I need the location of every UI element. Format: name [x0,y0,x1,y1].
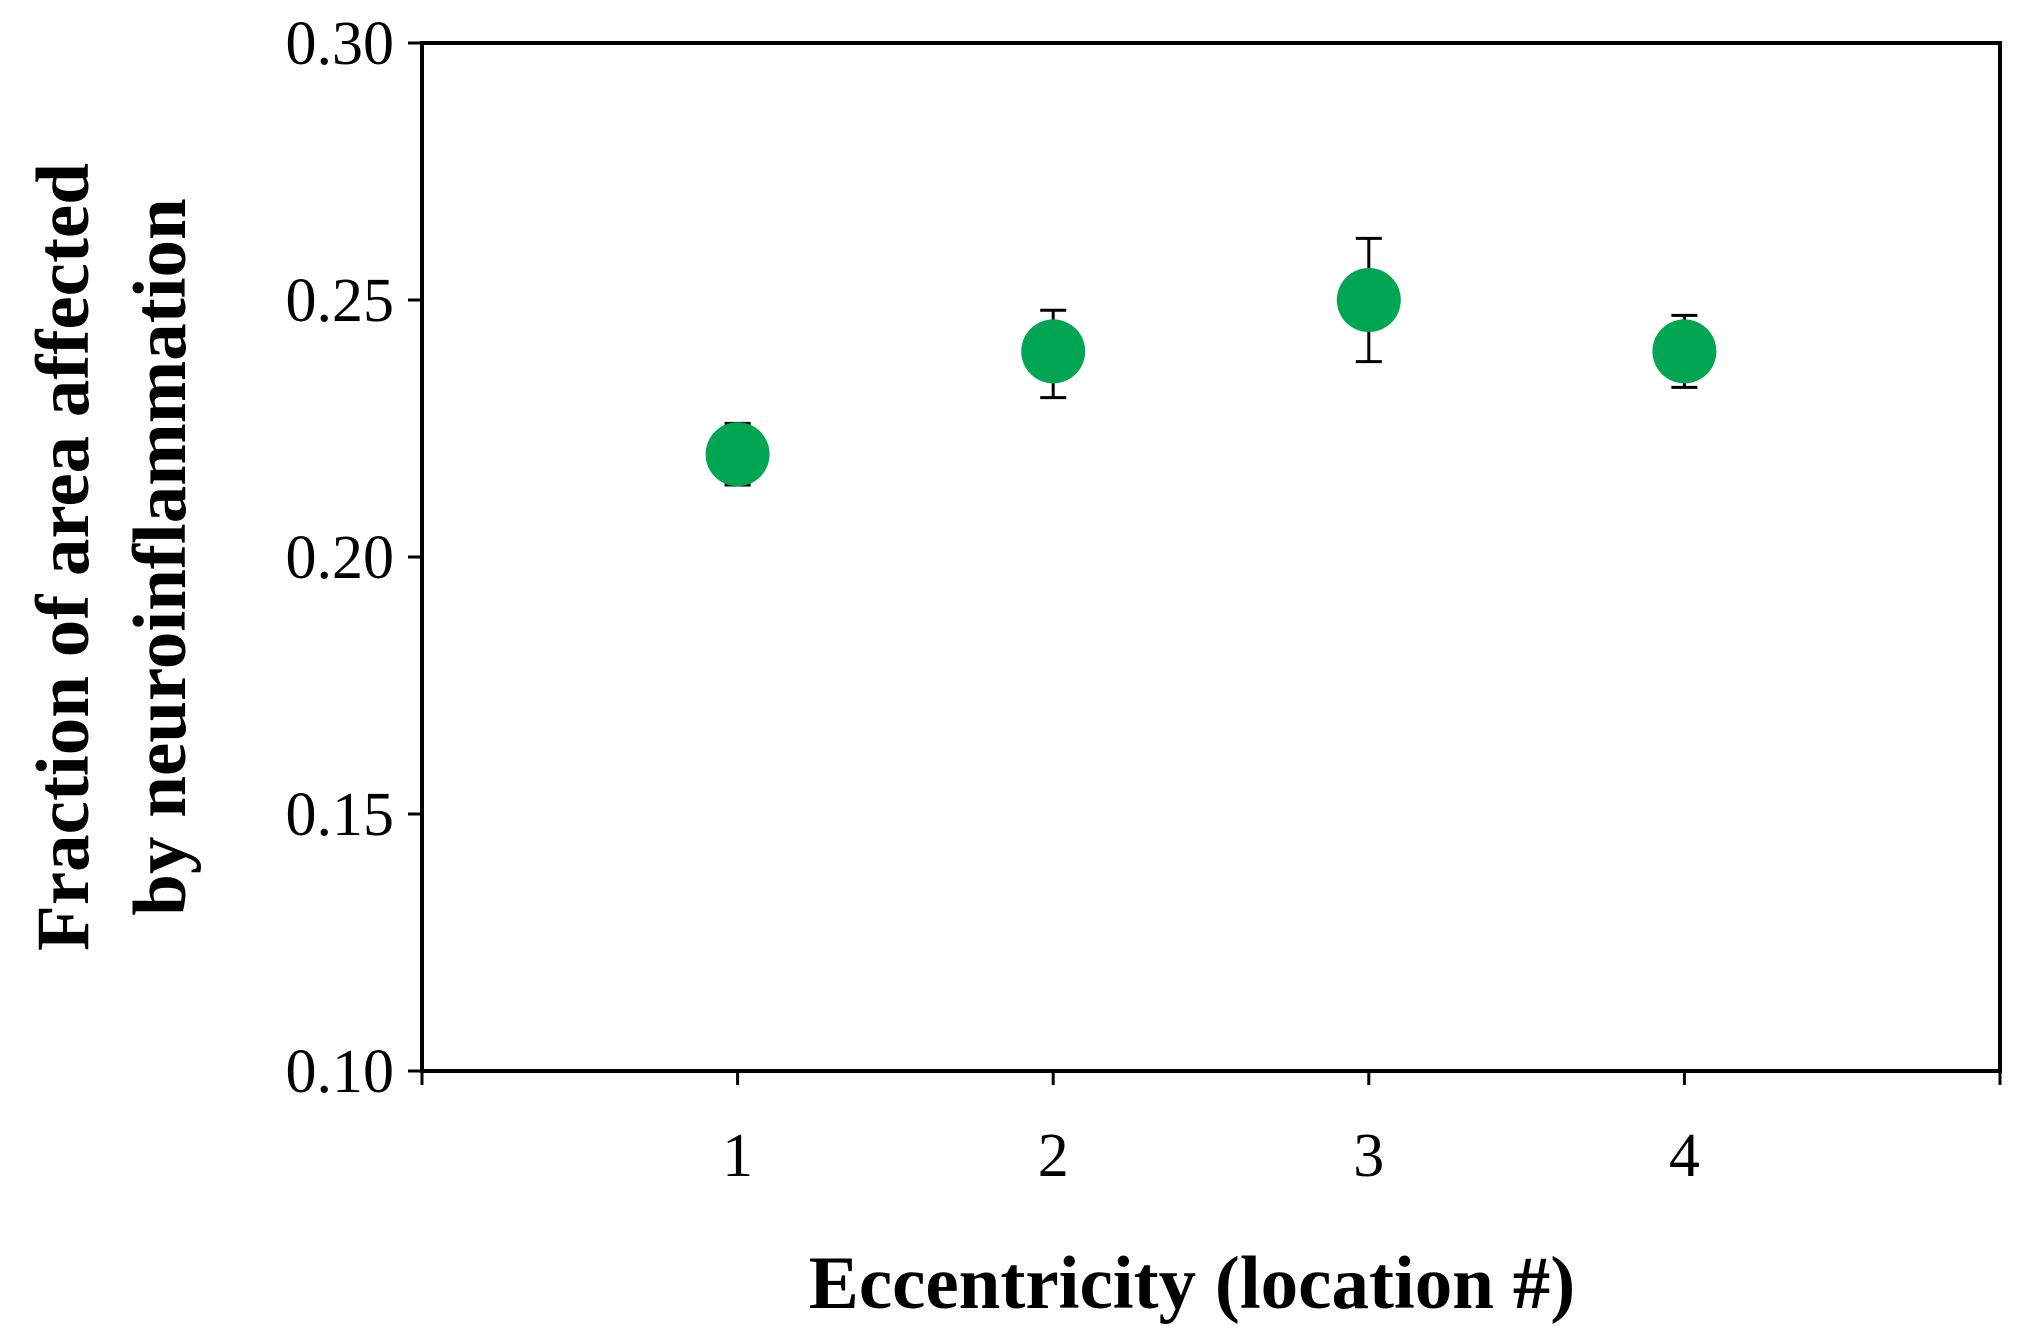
data-point [1021,319,1086,384]
y-tick-label: 0.25 [286,267,395,335]
x-axis-title: Eccentricity (location #) [809,1242,1575,1325]
plot-frame [420,41,2002,1073]
y-axis-title-line-2: by neuroinflammation [119,198,202,915]
y-tick-label: 0.20 [286,524,395,592]
data-points [705,268,1717,487]
x-tick-label: 3 [1353,1122,1384,1190]
y-tick-label: 0.15 [286,781,395,849]
y-tick-label: 0.30 [286,10,395,78]
y-axis-ticks: 0.10 0.15 0.20 0.25 0.30 [286,10,422,1106]
data-point [1652,319,1717,384]
x-tick-label: 2 [1038,1122,1069,1190]
y-axis-title-line-1: Fraction of area affected [22,163,105,951]
data-point [1336,268,1401,332]
x-axis-ticks: 1 2 3 4 [420,1071,2002,1190]
x-tick-label: 4 [1669,1122,1700,1190]
y-tick-label: 0.10 [286,1038,395,1106]
x-tick-label: 1 [722,1122,753,1190]
error-bars [724,236,1698,487]
data-point [705,422,770,487]
